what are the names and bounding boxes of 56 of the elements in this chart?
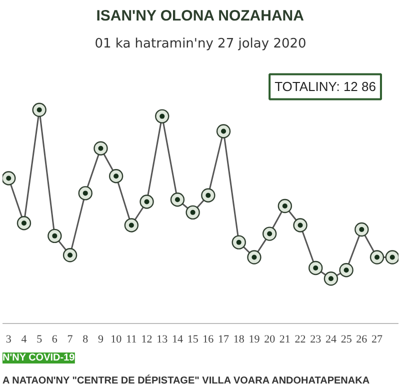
point — [308, 260, 323, 276]
point — [293, 218, 308, 232]
x-tick-label: 20 — [264, 334, 276, 346]
point — [247, 250, 262, 264]
x-tick-label: 7 — [67, 334, 74, 346]
point — [170, 192, 185, 207]
x-tick-label: 22 — [294, 334, 306, 346]
point — [262, 226, 277, 241]
x-tick-label: 9 — [98, 334, 104, 346]
point — [48, 228, 62, 244]
x-tick-label: 11 — [126, 334, 137, 346]
text: A NATAON'NY "CENTRE DE DÉPISTAGE" VILLA VOARA ANDOHATAPENAKA — [2, 374, 370, 386]
point — [385, 250, 398, 264]
x-tick-label: 16 — [202, 334, 214, 346]
point — [78, 186, 92, 200]
point — [140, 194, 154, 209]
chart-title: ISAN'NY OLONA NOZAHANA — [96, 8, 304, 24]
point — [354, 222, 369, 237]
chart-subtitle: 01 ka hatramin'ny 27 jolay 2020 — [94, 36, 306, 52]
point — [186, 205, 200, 220]
text: N'NY COVID-19 — [2, 352, 76, 364]
x-tick-label: 24 — [325, 334, 337, 346]
x-tick-label: 8 — [82, 334, 89, 346]
point — [32, 102, 46, 117]
point — [370, 250, 384, 264]
x-tick-label: 14 — [172, 334, 184, 346]
text: TOTALINY: 12 86 — [274, 79, 376, 94]
x-tick-label: 6 — [52, 334, 58, 346]
x-tick-label: 19 — [248, 334, 260, 346]
point — [16, 216, 32, 230]
x-tick-label: 4 — [21, 334, 28, 346]
point — [124, 218, 139, 232]
x-tick-label: 12 — [141, 334, 152, 346]
x-tick-label: 25 — [340, 334, 352, 346]
x-tick-label: 13 — [156, 334, 168, 346]
x-tick-label: 27 — [372, 334, 384, 346]
x-tick-label: 5 — [36, 334, 43, 346]
point — [324, 272, 338, 286]
x-tick-label: 18 — [233, 334, 245, 346]
point — [201, 188, 216, 202]
point — [108, 169, 124, 184]
point — [2, 171, 16, 186]
x-tick-label: 21 — [279, 334, 290, 346]
point — [155, 109, 170, 124]
x-tick-label: 17 — [218, 334, 230, 346]
x-tick-label: 3 — [6, 334, 12, 346]
point — [278, 198, 292, 214]
x-tick-label: 23 — [310, 334, 322, 346]
point — [62, 248, 78, 262]
point — [216, 124, 231, 138]
point — [339, 263, 354, 278]
x-tick-label: 15 — [187, 334, 199, 346]
point — [232, 235, 246, 250]
point — [94, 141, 108, 156]
x-tick-label: 26 — [356, 334, 368, 346]
x-tick-label: 10 — [110, 334, 122, 346]
